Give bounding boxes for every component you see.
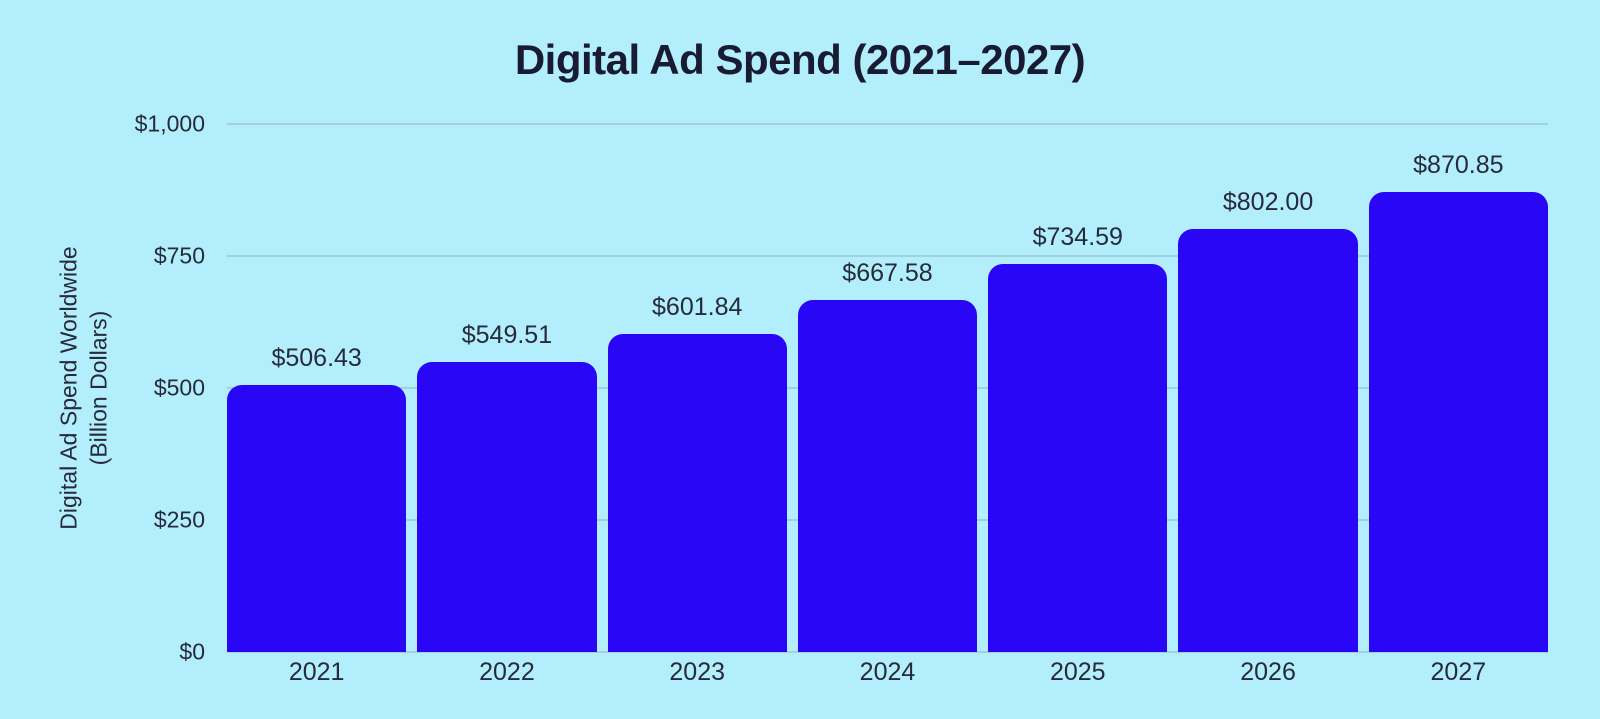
x-tick-label-2022: 2022 — [479, 658, 535, 686]
bar-column-2027: $870.85 — [1368, 124, 1548, 652]
bar-value-label: $601.84 — [652, 293, 743, 322]
x-tick-label-2024: 2024 — [859, 658, 916, 686]
plot-area: $506.43 $549.51 $601.84 $667.58 $734.59 $802.… — [227, 123, 1548, 653]
bar-value-label: $870.85 — [1413, 151, 1504, 180]
bar-2024: $667.58 — [797, 259, 978, 652]
x-tick-label-2023: 2023 — [669, 658, 726, 686]
bars: $506.43 $549.51 $601.84 $667.58 $734.59 $802.… — [227, 124, 1548, 652]
chart-title: Digital Ad Spend (2021–2027) — [514, 36, 1086, 83]
x-tick-label-2027: 2027 — [1430, 658, 1487, 686]
bar-column-2022: $549.51 — [417, 124, 597, 652]
y-axis-ticks: $0 $250 $500 $750 $1,000 — [0, 111, 205, 665]
x-axis-labels: 2021 2022 2023 2024 2025 2026 2027 — [227, 658, 1548, 687]
bar-2026: $802.00 — [1178, 188, 1358, 652]
bar-2022: $549.51 — [417, 321, 597, 652]
x-tick-label-2026: 2026 — [1240, 658, 1296, 686]
gridline — [227, 651, 1548, 653]
bar-value-label: $802.00 — [1222, 187, 1314, 216]
y-tick-label: $500 — [153, 374, 205, 401]
bar-2021: $506.43 — [227, 344, 407, 652]
bar-column-2026: $802.00 — [1178, 124, 1358, 652]
x-tick-label-2025: 2025 — [1049, 658, 1106, 686]
gridline — [227, 255, 1548, 257]
y-tick-label: $250 — [153, 506, 205, 533]
bar-value-label: $667.58 — [842, 258, 933, 287]
bar-column-2023: $601.84 — [607, 124, 787, 652]
y-tick-label: $1,000 — [134, 110, 205, 137]
y-tick-label: $750 — [153, 242, 205, 269]
bar-column-2025: $734.59 — [988, 124, 1168, 652]
bar-column-2024: $667.58 — [797, 124, 978, 652]
gridline — [227, 123, 1548, 125]
bar-column-2021: $506.43 — [227, 124, 407, 652]
x-tick-label-2021: 2021 — [288, 658, 345, 686]
bar-value-label: $549.51 — [461, 320, 553, 349]
bar-value-label: $506.43 — [271, 343, 362, 372]
bar-value-label: $734.59 — [1032, 223, 1123, 252]
bar-2027: $870.85 — [1368, 151, 1548, 652]
bar-2025: $734.59 — [988, 223, 1168, 652]
bar-2023: $601.84 — [607, 293, 787, 652]
y-tick-label: $0 — [179, 638, 205, 665]
